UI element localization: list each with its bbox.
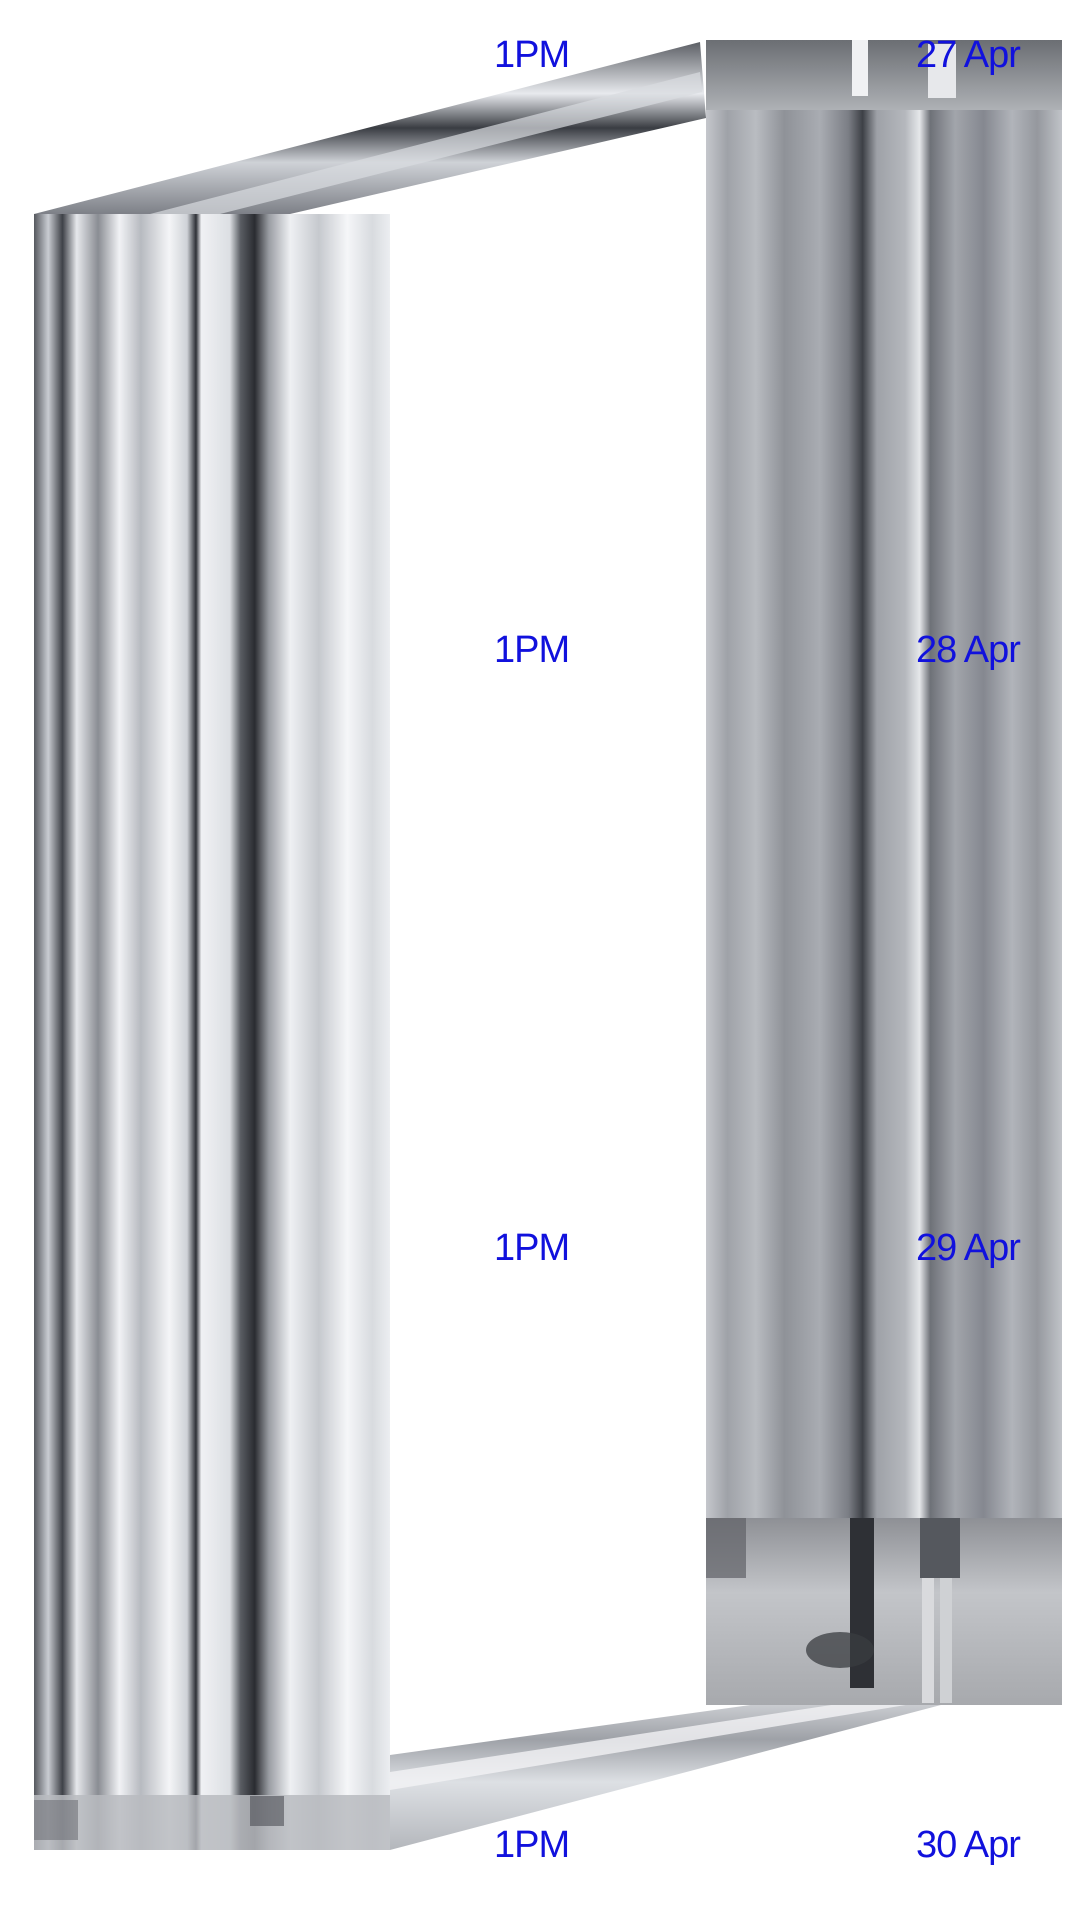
schedule-time-2: 1PM — [494, 631, 569, 669]
schedule-time-3: 1PM — [494, 1229, 569, 1267]
schedule-date-1: 27 Apr — [916, 36, 1020, 74]
schedule-date-3: 29 Apr — [916, 1229, 1020, 1267]
schedule-time-4: 1PM — [494, 1826, 569, 1864]
schedule-date-4: 30 Apr — [916, 1826, 1020, 1864]
schedule-time-1: 1PM — [494, 36, 569, 74]
schedule-date-2: 28 Apr — [916, 631, 1020, 669]
